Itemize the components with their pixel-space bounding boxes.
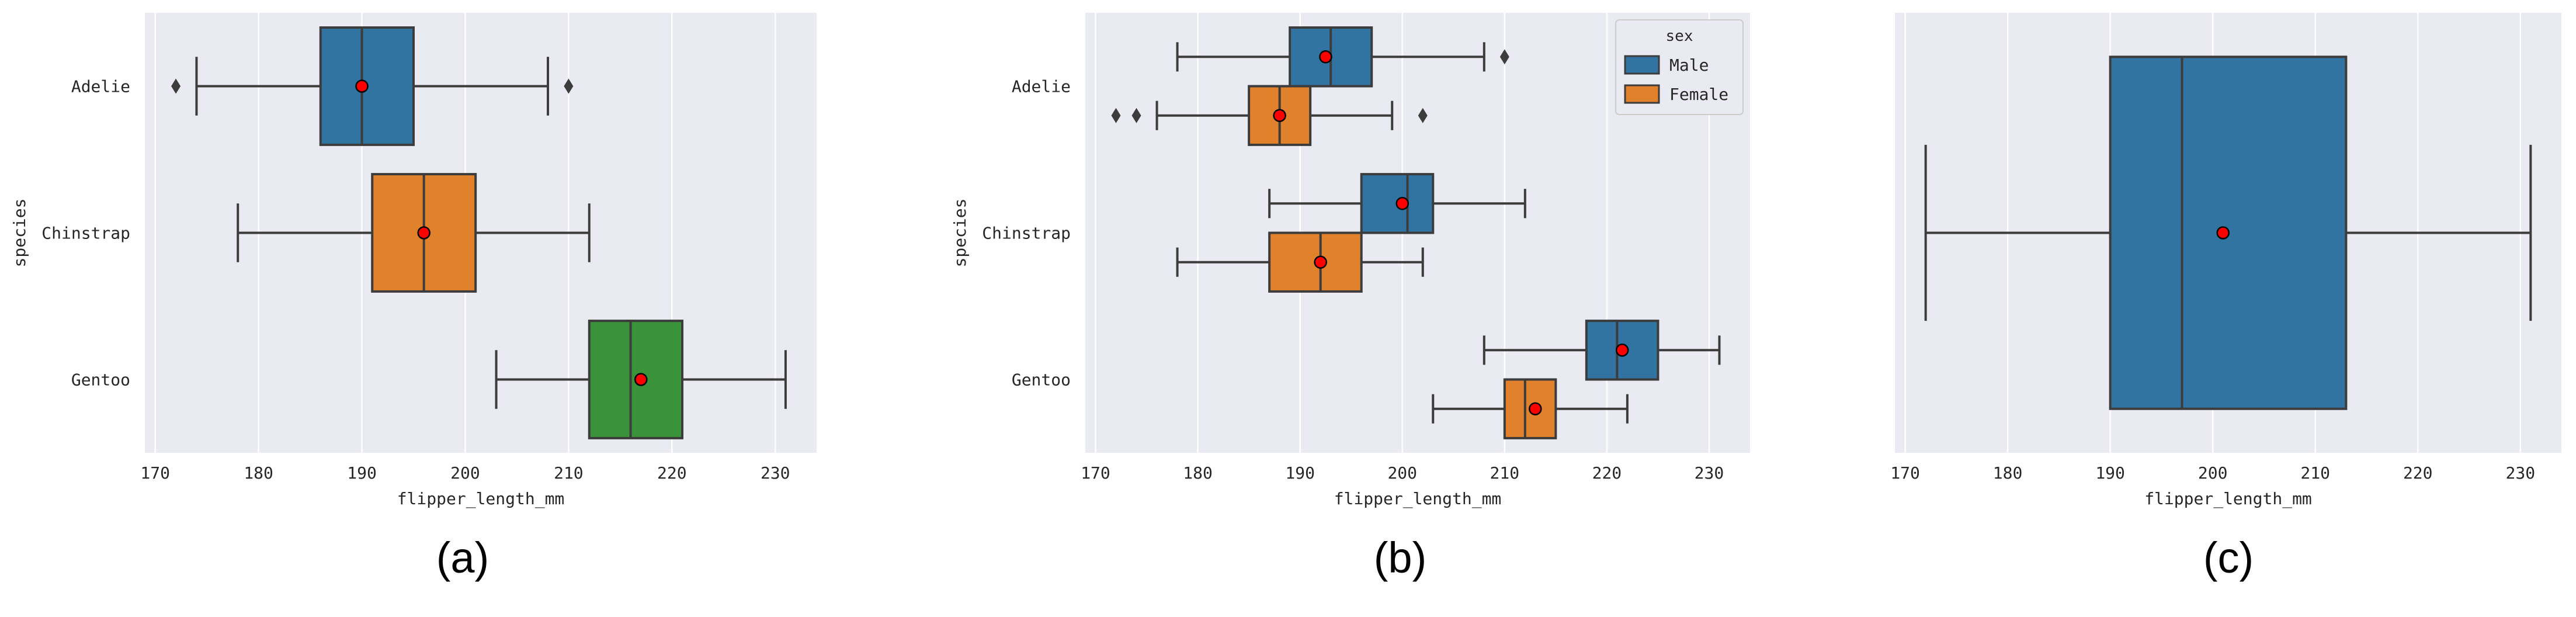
x-tick-label: 190 [347, 463, 377, 483]
x-tick-label: 180 [1183, 463, 1213, 483]
box-chinstrap-male [1268, 173, 1526, 234]
mean-marker [417, 226, 431, 240]
x-tick-label: 210 [1490, 463, 1520, 483]
outlier-point [1111, 108, 1121, 123]
x-axis-label: flipper_length_mm [2144, 489, 2312, 509]
x-tick-label: 180 [1993, 463, 2023, 483]
legend-label: Male [1669, 56, 1709, 75]
outlier-point [1499, 49, 1509, 65]
x-tick-label: 200 [2198, 463, 2228, 483]
chart-panel-2: 170 180 190 200 210 220 230 flipper_length_mm sp… [950, 13, 1750, 582]
x-axis-label: flipper_length_mm [1334, 489, 1502, 509]
legend-label: Female [1669, 85, 1728, 104]
box-gentoo [495, 320, 787, 439]
x-tick-label: 210 [554, 463, 584, 483]
legend-swatch [1624, 55, 1660, 75]
x-tick-label: 170 [140, 463, 170, 483]
x-tick-label: 200 [450, 463, 480, 483]
y-tick-label: Adelie [1012, 77, 1071, 96]
panel-caption: (b) [1374, 533, 1426, 582]
mean-marker [1615, 344, 1629, 357]
x-tick-label: 220 [657, 463, 687, 483]
legend-title: sex [1666, 27, 1693, 45]
outlier-point [564, 78, 574, 94]
x-tick-label: 220 [1592, 463, 1622, 483]
box-gentoo-female [1432, 378, 1629, 439]
x-tick-label: 190 [1285, 463, 1315, 483]
x-tick-label: 230 [761, 463, 790, 483]
y-tick-label: Gentoo [71, 370, 130, 390]
x-tick-label: 180 [244, 463, 273, 483]
mean-marker [1529, 402, 1542, 415]
y-tick-label: Adelie [71, 77, 130, 96]
box-adelie-female [1111, 85, 1428, 146]
x-axis-label: flipper_length_mm [397, 489, 565, 509]
y-tick-label: Gentoo [1012, 370, 1071, 390]
mean-marker [1314, 255, 1327, 269]
box-all [1924, 56, 2532, 410]
mean-marker [355, 79, 369, 93]
y-axis-label: species [10, 198, 29, 267]
y-axis-label: species [950, 198, 970, 267]
box-iqr [1360, 173, 1435, 234]
chart-panel-3: 170 180 190 200 210 220 230 flipper_length_mm (c… [1890, 13, 2561, 582]
mean-marker [2216, 226, 2230, 240]
x-tick-label: 230 [2505, 463, 2535, 483]
mean-marker [1395, 197, 1409, 210]
box-chinstrap [237, 173, 591, 293]
mean-marker [634, 373, 648, 386]
outlier-point [171, 78, 181, 94]
chart-panel-1: 170 180 190 200 210 220 230 flipper_length_mm sp… [10, 13, 817, 582]
y-tick-label: Chinstrap [982, 224, 1071, 243]
x-tick-label: 200 [1387, 463, 1417, 483]
y-tick-label: Chinstrap [41, 224, 130, 243]
box-adelie-male [1176, 26, 1509, 88]
box-chinstrap-female [1176, 231, 1424, 293]
outlier-point [1418, 108, 1428, 123]
legend: sex Male Female [1615, 19, 1744, 115]
x-tick-label: 210 [2300, 463, 2330, 483]
box-adelie [171, 26, 574, 146]
x-tick-label: 170 [1890, 463, 1920, 483]
x-tick-label: 220 [2403, 463, 2433, 483]
x-tick-label: 230 [1695, 463, 1724, 483]
panel-caption: (a) [436, 533, 489, 582]
panel-caption: (c) [2203, 533, 2254, 582]
box-gentoo-male [1483, 320, 1721, 381]
x-tick-label: 170 [1081, 463, 1110, 483]
mean-marker [1319, 50, 1332, 64]
x-tick-label: 190 [2095, 463, 2125, 483]
mean-marker [1273, 109, 1286, 122]
outlier-point [1131, 108, 1141, 123]
legend-swatch [1624, 84, 1660, 104]
